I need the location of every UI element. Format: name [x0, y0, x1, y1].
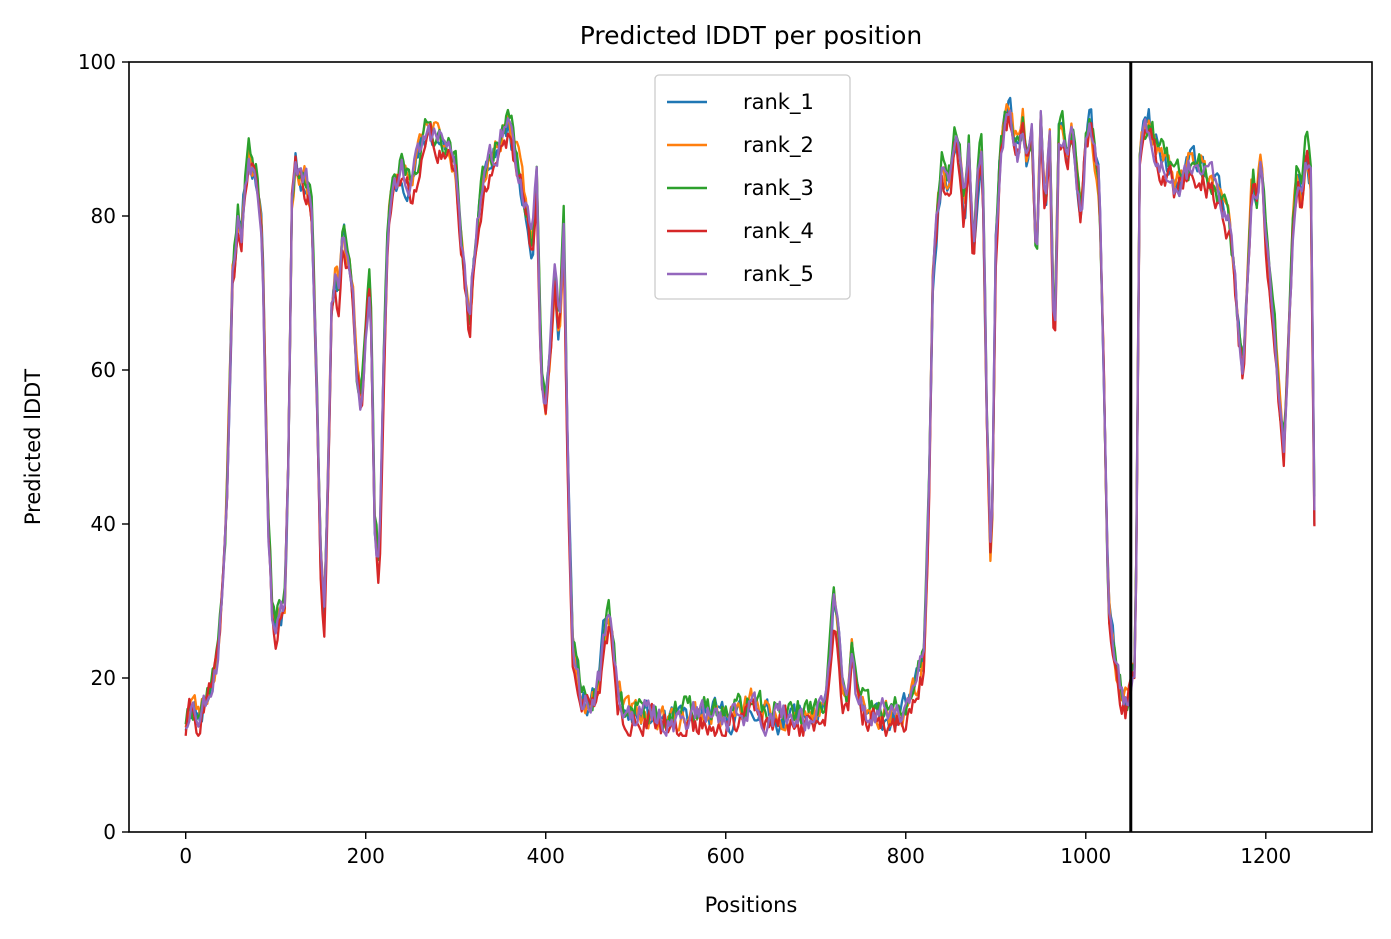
series-line-rank-5 [184, 109, 1316, 737]
x-tick-label: 400 [527, 844, 565, 868]
y-tick-label: 40 [91, 512, 116, 536]
x-tick-label: 1000 [1060, 844, 1111, 868]
x-axis-label: Positions [705, 893, 798, 917]
x-tick-label: 0 [179, 844, 192, 868]
series-layer [184, 96, 1316, 737]
chart-title: Predicted lDDT per position [580, 21, 922, 50]
legend-label: rank_1 [743, 90, 814, 115]
y-tick-label: 100 [78, 50, 116, 74]
y-tick-label: 80 [91, 204, 116, 228]
x-tick-label: 200 [347, 844, 385, 868]
x-tick-label: 1200 [1240, 844, 1291, 868]
x-axis: 0 200 400 600 800 1000 1200 [179, 832, 1291, 868]
plot-frame [128, 61, 1373, 833]
y-tick-label: 20 [91, 666, 116, 690]
y-tick-label: 0 [103, 820, 116, 844]
y-tick-label: 60 [91, 358, 116, 382]
y-axis-label: Predicted lDDT [21, 369, 45, 525]
y-axis: 0 20 40 60 80 100 [78, 50, 129, 844]
legend-box [654, 74, 851, 300]
legend: rank_1 rank_2 rank_3 rank_4 rank_5 [654, 74, 851, 300]
legend-label: rank_2 [743, 133, 814, 158]
x-tick-label: 600 [707, 844, 745, 868]
legend-label: rank_3 [743, 176, 814, 201]
legend-label: rank_4 [743, 219, 814, 244]
legend-label: rank_5 [743, 262, 814, 287]
x-tick-label: 800 [887, 844, 925, 868]
